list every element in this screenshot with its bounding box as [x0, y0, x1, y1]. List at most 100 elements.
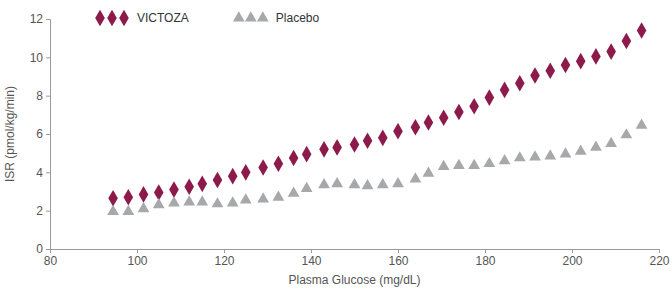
plot-area: 80100120140160180200220024681012 — [30, 12, 670, 267]
point — [197, 176, 207, 193]
tick: 8 — [36, 89, 50, 103]
point — [123, 189, 133, 206]
y-axis-title: ISR (pmol/kg/min) — [3, 86, 17, 182]
tick-mark — [311, 249, 312, 253]
point — [591, 48, 601, 65]
point — [288, 187, 300, 197]
point — [138, 202, 150, 212]
point — [196, 195, 208, 205]
point — [274, 155, 284, 172]
tick: 180 — [475, 249, 495, 268]
point — [318, 178, 330, 188]
point — [184, 178, 194, 195]
tick-label: 10 — [30, 51, 44, 65]
legend-marker — [245, 11, 257, 21]
point — [302, 146, 312, 163]
point — [331, 177, 343, 187]
point — [258, 159, 268, 176]
point — [363, 132, 373, 149]
tick-mark — [46, 57, 50, 58]
series — [107, 119, 647, 215]
legend-marker — [107, 10, 117, 27]
point — [350, 136, 360, 153]
axis-line — [51, 250, 660, 254]
point — [622, 33, 632, 50]
point — [590, 141, 602, 151]
point — [605, 137, 617, 147]
legend-label: Placebo — [276, 11, 320, 25]
tick-label: 160 — [388, 254, 408, 268]
point — [319, 141, 329, 158]
tick-mark — [137, 249, 138, 253]
legend-marker — [95, 10, 105, 27]
point — [469, 98, 479, 115]
tick-label: 140 — [301, 254, 321, 268]
point — [454, 104, 464, 121]
point — [378, 130, 388, 147]
tick: 4 — [36, 166, 50, 180]
tick: 160 — [388, 249, 408, 268]
point — [212, 197, 224, 207]
x-axis-title: Plasma Glucose (mg/dL) — [288, 273, 420, 287]
marks — [107, 22, 647, 215]
tick-mark — [46, 172, 50, 173]
point — [575, 144, 587, 154]
tick-label: 220 — [649, 254, 669, 268]
point — [349, 178, 361, 188]
point — [514, 151, 526, 161]
point — [530, 67, 540, 84]
point — [411, 119, 421, 136]
point — [424, 114, 434, 131]
series — [108, 22, 646, 206]
tick-mark — [46, 249, 50, 250]
point — [183, 195, 195, 205]
point — [636, 119, 648, 129]
point — [332, 139, 342, 156]
point — [392, 177, 404, 187]
tick: 120 — [214, 249, 234, 268]
tick: 6 — [36, 127, 50, 141]
x-axis: 80100120140160180200220 — [44, 249, 670, 268]
point — [227, 196, 239, 206]
point — [362, 179, 374, 189]
tick-label: 100 — [127, 254, 147, 268]
tick-label: 8 — [36, 89, 43, 103]
point — [485, 89, 495, 106]
tick-label: 2 — [36, 204, 43, 218]
tick: 100 — [127, 249, 147, 268]
point — [272, 190, 284, 200]
point — [168, 196, 180, 206]
point — [560, 147, 572, 157]
point — [620, 128, 632, 138]
point — [301, 182, 313, 192]
tick-label: 120 — [214, 254, 234, 268]
tick: 12 — [30, 12, 50, 26]
tick-mark — [659, 249, 660, 253]
point — [468, 159, 480, 169]
tick-mark — [46, 96, 50, 97]
point — [576, 53, 586, 70]
point — [561, 57, 571, 74]
point — [438, 160, 450, 170]
tick-mark — [485, 249, 486, 253]
tick: 10 — [30, 51, 50, 65]
point — [423, 166, 435, 176]
point — [107, 205, 119, 215]
tick-mark — [46, 211, 50, 212]
point — [545, 62, 555, 79]
point — [529, 150, 541, 160]
legend-marker — [119, 10, 129, 27]
point — [169, 181, 179, 198]
tick: 140 — [301, 249, 321, 268]
tick-mark — [224, 249, 225, 253]
tick-label: 180 — [475, 254, 495, 268]
point — [515, 75, 525, 92]
tick-label: 12 — [30, 12, 44, 26]
point — [410, 172, 422, 182]
tick: 220 — [649, 249, 669, 268]
legend-item: Placebo — [233, 11, 320, 25]
point — [139, 186, 149, 203]
y-axis: 024681012 — [30, 12, 51, 256]
legend: VICTOZAPlacebo — [95, 10, 319, 27]
tick: 2 — [36, 204, 50, 218]
